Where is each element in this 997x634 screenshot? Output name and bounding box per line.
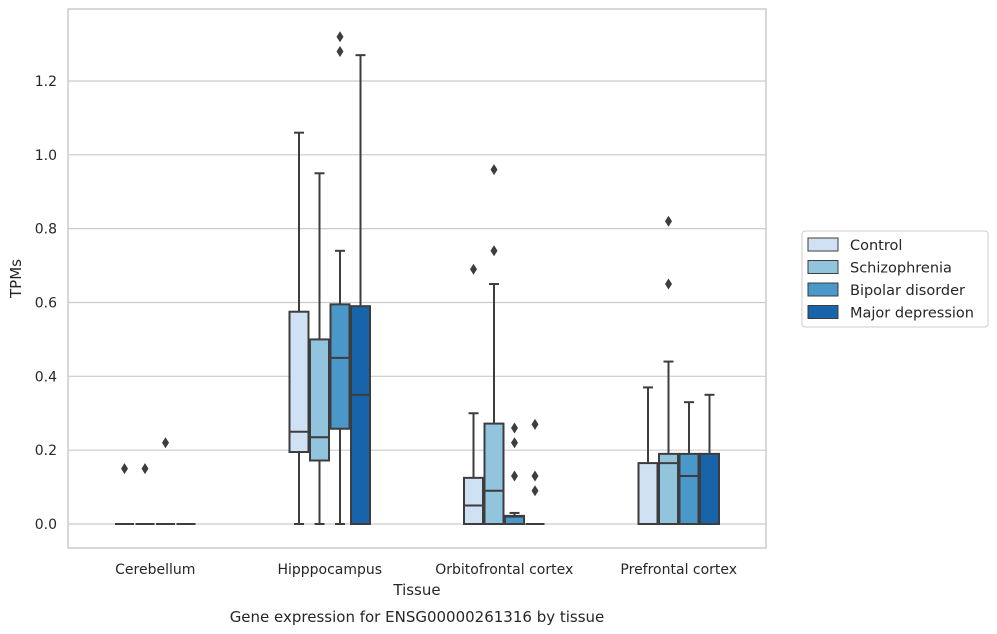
box-schizophrenia	[658, 215, 679, 526]
box-body	[309, 338, 330, 462]
outlier-point	[490, 164, 498, 176]
box-major-depression	[525, 418, 545, 526]
outlier-point	[511, 437, 518, 449]
y-tick-labels: 0.0 0.2 0.4 0.6 0.8 1.0 1.2	[35, 74, 57, 533]
box-schizophrenia	[309, 172, 330, 526]
x-tick-label: Cerebellum	[115, 562, 195, 578]
y-tick-label: 0.0	[35, 517, 57, 533]
x-tick-label: Orbitofrontal cortex	[435, 562, 573, 578]
box-control	[463, 263, 484, 526]
y-axis-label: TPMs	[7, 259, 25, 299]
chart-caption: Gene expression for ENSG00000261316 by t…	[230, 608, 605, 626]
legend-swatch	[807, 282, 839, 297]
outlier-point	[665, 215, 672, 227]
legend-swatch	[807, 260, 839, 274]
plot-frame	[67, 8, 767, 549]
legend: Control Schizophrenia Bipolar disorder Majo…	[801, 230, 989, 328]
box-major-depression	[350, 54, 371, 526]
y-tick-label: 1.2	[35, 74, 57, 90]
box-schizophrenia	[483, 164, 505, 526]
outlier-point	[336, 45, 344, 57]
outlier-point	[162, 437, 169, 449]
x-tick-label: Hipppocampus	[277, 562, 382, 578]
box-body	[463, 476, 484, 526]
legend-frame	[801, 230, 989, 328]
box-body	[288, 310, 310, 454]
legend-swatch	[807, 237, 839, 252]
box-bipolar-disorder	[329, 31, 351, 526]
x-tick-labels: Cerebellum Hipppocampus Orbitofrontal cort…	[115, 562, 737, 578]
x-tick-label: Prefrontal cortex	[620, 562, 737, 578]
outlier-point	[531, 470, 539, 482]
box-bipolar-disorder	[504, 422, 525, 526]
x-axis-label: Tissue	[392, 581, 440, 599]
outlier-point	[470, 263, 477, 275]
grid-layer	[68, 80, 766, 525]
box-control	[115, 463, 134, 526]
box-control	[637, 386, 659, 526]
legend-label: Schizophrenia	[850, 261, 952, 277]
boxes-layer	[115, 31, 720, 526]
box-body	[678, 452, 700, 526]
box-body	[637, 462, 659, 526]
outlier-point	[490, 245, 498, 257]
box-bipolar-disorder	[678, 401, 700, 526]
outlier-point	[511, 422, 518, 434]
y-tick-label: 0.8	[35, 222, 57, 238]
y-tick-label: 0.2	[35, 443, 57, 459]
box-body	[483, 422, 505, 526]
outlier-point	[121, 463, 128, 475]
box-control	[288, 131, 310, 526]
outlier-point	[665, 278, 672, 290]
y-tick-label: 0.6	[35, 295, 57, 311]
outlier-point	[531, 418, 539, 430]
y-tick-label: 0.4	[35, 369, 57, 385]
box-body	[329, 303, 351, 430]
outlier-point	[531, 485, 539, 497]
y-tick-label: 1.0	[35, 148, 57, 164]
outlier-point	[336, 31, 344, 43]
box-body	[658, 452, 679, 526]
box-bipolar-disorder	[156, 437, 175, 526]
box-major-depression	[699, 393, 720, 526]
outlier-point	[511, 470, 518, 482]
outlier-point	[141, 463, 149, 475]
box-body	[350, 305, 371, 526]
box-schizophrenia	[135, 463, 155, 526]
legend-label: Bipolar disorder	[850, 283, 965, 299]
legend-label: Major depression	[850, 306, 974, 322]
box-body	[699, 452, 720, 526]
legend-label: Control	[850, 238, 902, 254]
legend-swatch	[807, 305, 839, 319]
